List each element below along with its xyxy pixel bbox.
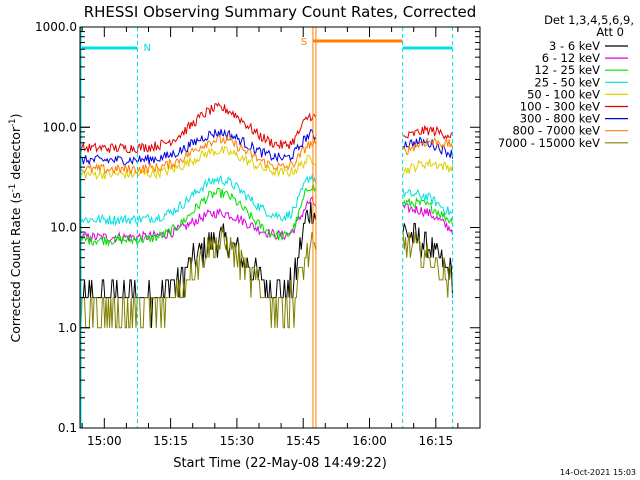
legend-entry-label: 100 - 300 keV <box>520 100 600 114</box>
legend-entry-label: 6 - 12 keV <box>542 51 600 65</box>
y-axis-label-mid: detector <box>8 126 23 184</box>
x-tick-label: 15:30 <box>220 434 255 448</box>
legend-entry-label: 300 - 800 keV <box>520 112 600 126</box>
series-line-50-100-kev-after <box>402 158 454 176</box>
y-tick-label: 10.0 <box>50 221 77 235</box>
series-line-12-25-kev-before <box>80 183 317 247</box>
x-tick-label: 15:00 <box>87 434 122 448</box>
series-lines <box>80 102 454 329</box>
y-tick-label: 100.0 <box>43 120 77 134</box>
legend-entry-label: 50 - 100 keV <box>527 87 600 101</box>
series-line-25-50-kev-after <box>402 188 453 216</box>
series-line-800-7000-kev-after <box>402 137 454 156</box>
series-line-300-800-kev-before <box>80 128 317 166</box>
x-axis-label: Start Time (22-May-08 14:49:22) <box>173 456 387 471</box>
series-line-7000-15000-kev-after <box>402 232 453 298</box>
y-tick-label: 1.0 <box>58 321 77 335</box>
legend-header-attenuator: Att 0 <box>596 25 624 39</box>
y-axis-label-sup1: -1 <box>8 184 18 192</box>
x-tick-label: 15:15 <box>153 434 188 448</box>
annotations: NS <box>80 27 454 428</box>
legend-entry-label: 12 - 25 keV <box>534 63 600 77</box>
plot-frame <box>79 26 481 429</box>
series-line-7000-15000-kev-before <box>80 227 317 329</box>
series-line-6-12-kev-after <box>402 203 454 236</box>
y-tick-label: 0.1 <box>58 421 77 435</box>
legend-entry-label: 25 - 50 keV <box>534 75 600 89</box>
series-line-100-300-kev-after <box>402 125 453 140</box>
chart-title: RHESSI Observing Summary Count Rates, Co… <box>84 3 477 21</box>
y-axis-label-main: Corrected Count Rate (s <box>8 192 23 342</box>
series-line-800-7000-kev-before <box>80 134 317 176</box>
night-label: N <box>143 43 150 54</box>
axes: 0.1 1.0 10.0 100.0 1000.0 15:00 15:15 15:30 15:4… <box>35 20 481 448</box>
series-line-3-6-kev-before <box>80 201 317 328</box>
y-axis-label: Corrected Count Rate (s-1 detector-1) <box>8 114 23 343</box>
series-line-25-50-kev-before <box>80 173 317 227</box>
x-tick-label: 16:15 <box>419 434 454 448</box>
y-axis-label-sup2: -1 <box>8 118 18 126</box>
x-tick-label: 16:00 <box>352 434 387 448</box>
footer-timestamp: 14-Oct-2021 15:03 <box>560 468 636 477</box>
legend-entry-label: 3 - 6 keV <box>549 39 600 53</box>
series-line-3-6-kev-after <box>402 222 454 298</box>
saa-label: S <box>301 37 307 48</box>
y-axis-label-end: ) <box>8 114 23 119</box>
legend-entry-label: 7000 - 15000 keV <box>498 136 600 150</box>
series-line-12-25-kev-after <box>402 196 454 227</box>
legend-header-detectors: Det 1,3,4,5,6,9, <box>544 13 634 27</box>
series-line-100-300-kev-before <box>80 102 317 154</box>
legend-entry-label: 800 - 7000 keV <box>512 124 600 138</box>
x-tick-label: 15:45 <box>286 434 321 448</box>
series-line-50-100-kev-before <box>80 144 316 180</box>
y-tick-label: 1000.0 <box>35 20 77 34</box>
